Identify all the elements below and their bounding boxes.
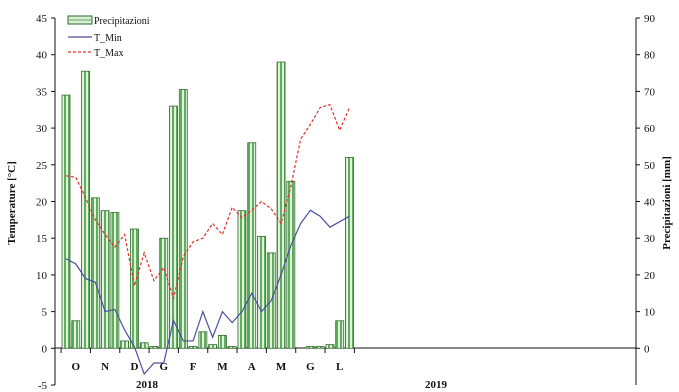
precipitation-bar [71, 320, 81, 349]
right-tick-label: 50 [644, 160, 656, 172]
month-label: M [217, 361, 228, 373]
precipitation-bar [110, 212, 120, 349]
precipitation-bar [345, 157, 354, 349]
right-tick-label: 70 [644, 86, 656, 98]
month-label: A [248, 361, 256, 373]
precipitation-bar [325, 344, 335, 349]
precipitation-bar [139, 342, 149, 349]
right-tick-label: 40 [644, 197, 656, 209]
precipitation-bar [237, 210, 247, 349]
left-tick-label: 45 [36, 13, 48, 25]
year-label-2019: 2019 [425, 379, 448, 391]
precipitation-bar [120, 340, 130, 349]
left-y-ticks: -5 0 5 10 15 20 25 30 35 40 45 [36, 13, 55, 392]
left-tick-label: -5 [38, 380, 48, 392]
precipitation-bar [276, 61, 286, 349]
left-tick-label: 25 [36, 160, 48, 172]
left-tick-label: 30 [36, 123, 48, 135]
precipitation-bar [149, 346, 159, 349]
month-label: D [130, 361, 138, 373]
precipitation-bars [61, 61, 354, 349]
right-tick-label: 60 [644, 123, 656, 135]
left-tick-label: 40 [36, 50, 48, 62]
precipitation-bar [305, 346, 315, 349]
year-label-2018: 2018 [136, 379, 159, 391]
precipitation-bar [286, 180, 296, 349]
y-axis-left-title: Temperature [°C] [6, 161, 18, 245]
precipitation-bar [100, 210, 110, 349]
precipitation-bar [61, 94, 71, 349]
precipitation-bar [188, 346, 198, 349]
left-tick-label: 5 [42, 307, 48, 319]
left-tick-label: 0 [42, 343, 48, 355]
month-label: N [101, 361, 109, 373]
precipitation-bar [247, 142, 257, 349]
precipitation-bar [208, 344, 218, 349]
right-tick-label: 90 [644, 13, 656, 25]
right-tick-label: 20 [644, 270, 656, 282]
right-tick-label: 0 [644, 343, 650, 355]
y-axis-right-title: Precipitazioni [mm] [661, 156, 673, 250]
precipitation-bar [217, 335, 227, 349]
month-label: M [276, 361, 287, 373]
left-tick-label: 35 [36, 86, 48, 98]
right-tick-label: 80 [644, 50, 656, 62]
temperature-lines [65, 103, 351, 376]
month-label: O [71, 361, 80, 373]
left-tick-label: 20 [36, 197, 48, 209]
left-tick-label: 10 [36, 270, 48, 282]
legend-precip-label: Precipitazioni [94, 16, 150, 27]
month-label: L [336, 361, 343, 373]
month-label: F [190, 361, 197, 373]
legend: Precipitazioni T_Min T_Max [67, 15, 150, 59]
precipitation-bar [159, 237, 169, 349]
precipitation-bar [81, 70, 90, 349]
precipitation-bar [335, 320, 345, 349]
precipitation-bar [169, 105, 178, 349]
right-y-ticks: 0 10 20 30 40 50 60 70 80 90 [636, 13, 656, 355]
right-tick-label: 10 [644, 307, 656, 319]
month-label: G [306, 361, 315, 373]
legend-tmin-label: T_Min [94, 33, 122, 44]
precipitation-bar [130, 228, 139, 349]
month-label: G [159, 361, 168, 373]
left-tick-label: 15 [36, 233, 48, 245]
precipitation-bar [315, 346, 325, 349]
t-min-line [65, 209, 350, 376]
precipitation-bar [90, 197, 100, 349]
precipitation-bar [198, 331, 208, 349]
legend-tmax-label: T_Max [94, 48, 123, 59]
precipitation-bar [257, 235, 266, 349]
t-max-line [65, 103, 351, 301]
precipitation-bar [178, 89, 188, 349]
precipitation-bar [227, 346, 237, 349]
right-tick-label: 30 [644, 233, 656, 245]
